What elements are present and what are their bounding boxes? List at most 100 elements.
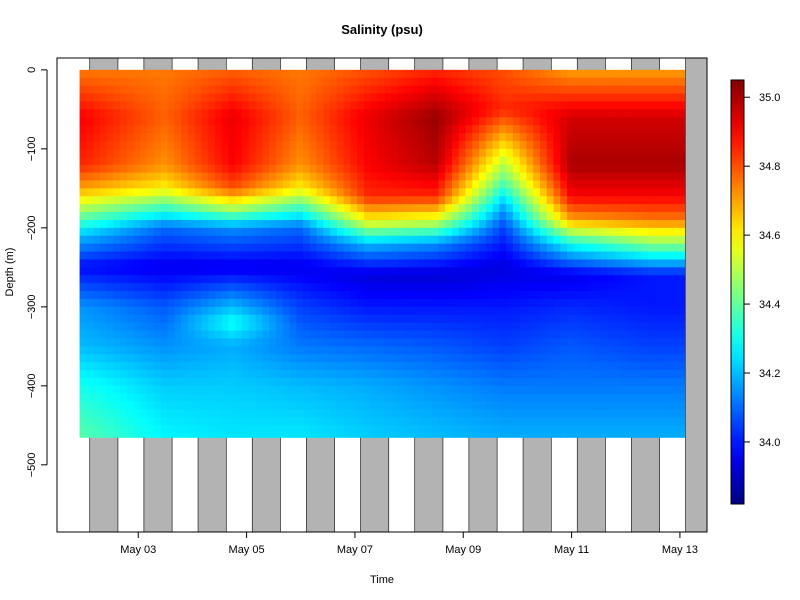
heatmap-cell (668, 346, 676, 355)
heatmap-cell (479, 338, 487, 347)
heatmap-cell (289, 283, 297, 292)
heatmap-cell (120, 172, 128, 182)
heatmap-cell (397, 212, 406, 221)
heatmap-cell (404, 93, 412, 103)
heatmap-cell (634, 196, 643, 205)
heatmap-cell (526, 314, 534, 324)
heatmap-cell (445, 275, 453, 284)
heatmap-cell (282, 346, 291, 355)
heatmap-cell (160, 77, 169, 87)
heatmap-cell (573, 385, 582, 395)
heatmap-cell (140, 267, 148, 276)
heatmap-cell (154, 267, 162, 276)
heatmap-cell (668, 385, 676, 395)
heatmap-cell (221, 377, 230, 387)
heatmap-cell (167, 338, 175, 347)
heatmap-cell (316, 393, 324, 403)
heatmap-cell (377, 433, 385, 438)
heatmap-cell (451, 204, 460, 213)
heatmap-cell (492, 306, 500, 316)
heatmap-cell (350, 322, 358, 332)
heatmap-cell (93, 172, 101, 182)
heatmap-cell (404, 219, 412, 229)
heatmap-cell (140, 377, 148, 387)
heatmap-cell (661, 125, 670, 134)
heatmap-cell (411, 77, 419, 87)
heatmap-cell (492, 101, 500, 110)
heatmap-cell (384, 298, 392, 308)
heatmap-cell (93, 251, 101, 261)
heatmap-cell (499, 164, 507, 174)
heatmap-cell (214, 306, 223, 316)
heatmap-cell (472, 180, 480, 189)
heatmap-cell (174, 314, 182, 324)
heatmap-cell (174, 291, 182, 300)
heatmap-cell (431, 77, 440, 87)
heatmap-cell (242, 148, 250, 158)
heatmap-cell (526, 219, 534, 229)
heatmap-cell (113, 156, 121, 166)
heatmap-cell (343, 362, 351, 371)
heatmap-cell (350, 314, 358, 324)
heatmap-cell (309, 417, 318, 426)
heatmap-cell (682, 322, 686, 332)
heatmap-cell (458, 196, 467, 205)
heatmap-cell (512, 251, 521, 261)
heatmap-cell (614, 409, 622, 419)
heatmap-cell (600, 283, 609, 292)
heatmap-cell (242, 243, 250, 253)
heatmap-cell (587, 314, 595, 324)
heatmap-cell (472, 109, 480, 118)
heatmap-cell (526, 425, 534, 434)
heatmap-cell (573, 156, 582, 166)
heatmap-cell (248, 235, 257, 245)
heatmap-cell (533, 180, 541, 189)
heatmap-cell (133, 235, 142, 245)
heatmap-cell (79, 314, 87, 324)
heatmap-cell (174, 338, 182, 347)
heatmap-cell (350, 401, 358, 411)
heatmap-cell (126, 283, 135, 292)
heatmap-cell (397, 306, 406, 316)
heatmap-cell (404, 417, 412, 426)
heatmap-cell (533, 370, 541, 379)
heatmap-cell (391, 314, 399, 324)
heatmap-cell (275, 227, 284, 237)
heatmap-cell (587, 164, 595, 174)
heatmap-cell (133, 69, 142, 79)
heatmap-cell (587, 93, 595, 103)
heatmap-cell (194, 314, 203, 324)
heatmap-cell (621, 417, 629, 426)
heatmap-cell (397, 69, 406, 79)
heatmap-cell (465, 409, 473, 419)
heatmap-cell (567, 219, 575, 229)
heatmap-cell (228, 433, 236, 438)
heatmap-cell (384, 101, 392, 110)
heatmap-cell (526, 346, 534, 355)
heatmap-cell (235, 385, 243, 395)
heatmap-cell (506, 101, 514, 110)
heatmap-cell (147, 117, 155, 126)
heatmap-cell (79, 235, 87, 245)
heatmap-cell (174, 133, 182, 142)
heatmap-cell (621, 275, 629, 284)
heatmap-cell (174, 156, 182, 166)
heatmap-cell (458, 291, 467, 300)
heatmap-cell (154, 370, 162, 379)
heatmap-cell (445, 322, 453, 332)
heatmap-cell (357, 291, 365, 300)
heatmap-cell (594, 401, 602, 411)
heatmap-cell (492, 275, 500, 284)
heatmap-cell (411, 409, 419, 419)
heatmap-cell (506, 385, 514, 395)
heatmap-cell (600, 322, 609, 332)
heatmap-cell (363, 401, 372, 411)
heatmap-cell (499, 362, 507, 371)
heatmap-cell (120, 69, 128, 79)
heatmap-cell (167, 425, 175, 434)
heatmap-cell (316, 346, 324, 355)
heatmap-cell (201, 425, 209, 434)
heatmap-cell (154, 377, 162, 387)
heatmap-cell (106, 93, 115, 103)
heatmap-cell (391, 156, 399, 166)
